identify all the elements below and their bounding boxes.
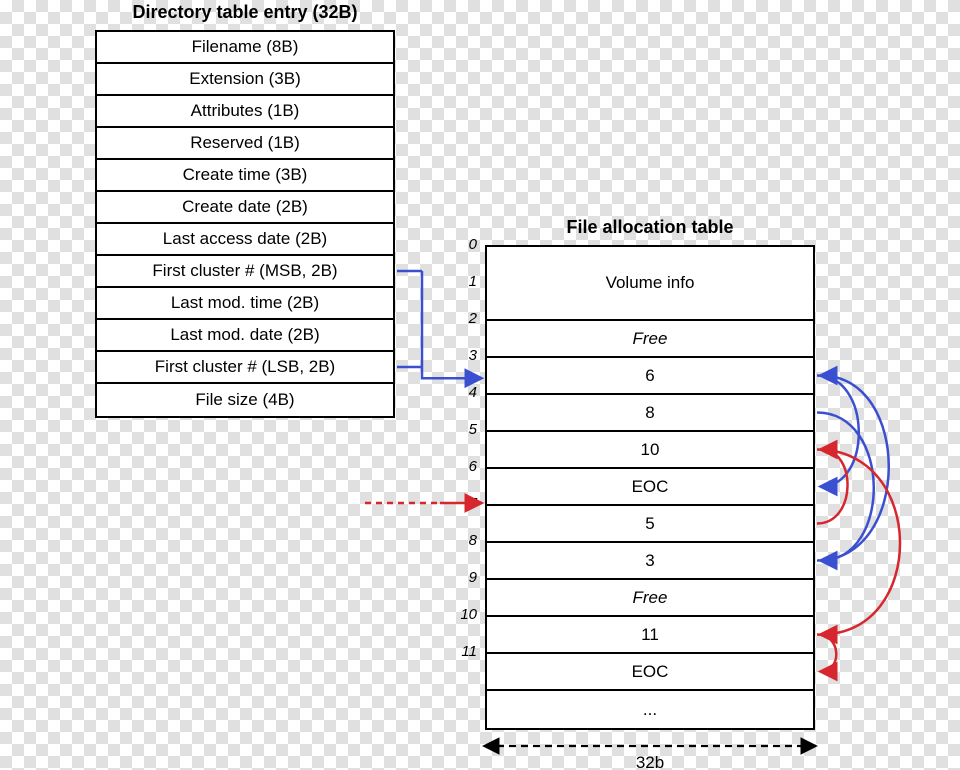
fat-row: EOC xyxy=(487,469,813,506)
fat-row: ... xyxy=(487,691,813,728)
dir-row: File size (4B) xyxy=(97,384,393,416)
fat-index: 8 xyxy=(445,532,477,549)
fat-row: 5 xyxy=(487,506,813,543)
directory-table: Filename (8B)Extension (3B)Attributes (1… xyxy=(95,30,395,418)
fat-row: 8 xyxy=(487,395,813,432)
fat-row: 6 xyxy=(487,358,813,395)
fat-index: 4 xyxy=(445,384,477,401)
fat-index: 1 xyxy=(445,273,477,290)
fat-row: 11 xyxy=(487,617,813,654)
fat-index: 11 xyxy=(445,643,477,660)
fat-row: Free xyxy=(487,580,813,617)
dir-row: Create date (2B) xyxy=(97,192,393,224)
fat-row: Volume info xyxy=(487,247,813,321)
dir-row: Last mod. date (2B) xyxy=(97,320,393,352)
fat-row: Free xyxy=(487,321,813,358)
fat-title: File allocation table xyxy=(485,217,815,238)
fat-index: 3 xyxy=(445,347,477,364)
fat-index: 0 xyxy=(445,236,477,253)
file-allocation-table: Volume infoFree6810EOC53Free11EOC... xyxy=(485,245,815,730)
dir-title: Directory table entry (32B) xyxy=(75,2,415,23)
dir-row: Filename (8B) xyxy=(97,32,393,64)
dir-row: Extension (3B) xyxy=(97,64,393,96)
fat-row: EOC xyxy=(487,654,813,691)
fat-index: 6 xyxy=(445,458,477,475)
dir-row: Create time (3B) xyxy=(97,160,393,192)
fat-index: 7 xyxy=(445,495,477,512)
dir-row: Attributes (1B) xyxy=(97,96,393,128)
fat-index: 9 xyxy=(445,569,477,586)
dir-row: Last access date (2B) xyxy=(97,224,393,256)
fat-index: 10 xyxy=(445,606,477,623)
fat-index: 2 xyxy=(445,310,477,327)
fat-row: 10 xyxy=(487,432,813,469)
dir-row: Last mod. time (2B) xyxy=(97,288,393,320)
dir-row: First cluster # (LSB, 2B) xyxy=(97,352,393,384)
fat-row: 3 xyxy=(487,543,813,580)
dir-row: First cluster # (MSB, 2B) xyxy=(97,256,393,288)
fat-width-label: 32b xyxy=(636,753,664,770)
fat-index: 5 xyxy=(445,421,477,438)
dir-row: Reserved (1B) xyxy=(97,128,393,160)
